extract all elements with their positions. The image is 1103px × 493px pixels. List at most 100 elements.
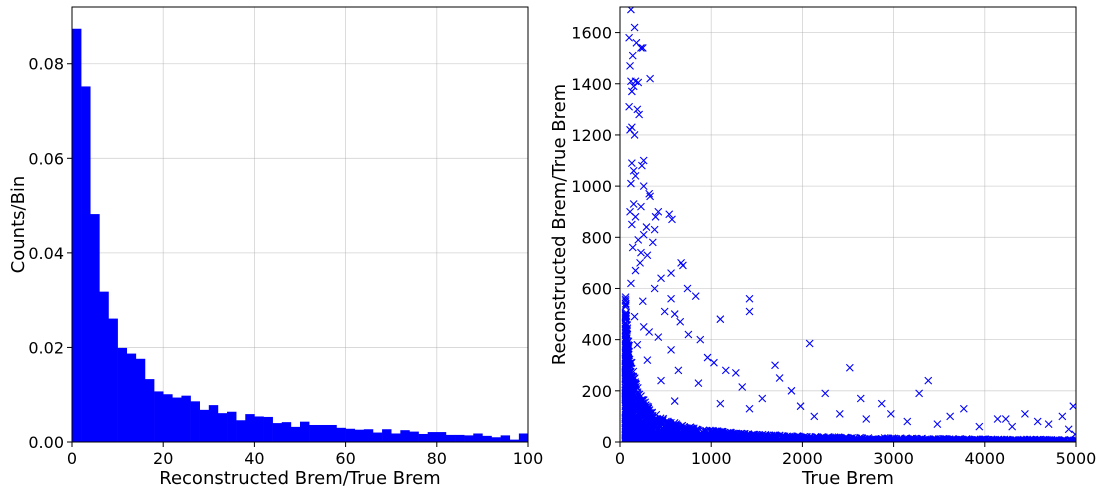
scatter-point-stroke xyxy=(633,105,642,114)
scatter-point-stroke xyxy=(625,33,634,42)
x-tick: 60 xyxy=(335,442,356,468)
scatter-point-stroke xyxy=(638,297,647,306)
scatter-point-stroke xyxy=(636,258,644,267)
scatter-point-stroke xyxy=(668,215,676,224)
x-tick-label: 40 xyxy=(244,449,264,468)
scatter-point xyxy=(626,61,634,70)
scatter-point-stroke xyxy=(651,212,660,221)
histogram-bar xyxy=(363,429,374,442)
scatter-point xyxy=(650,284,659,293)
y-tick-label: 0.04 xyxy=(28,244,64,263)
scatter-point-stroke xyxy=(805,339,814,348)
histogram-bar xyxy=(108,318,118,442)
y-tick: 0.06 xyxy=(28,149,72,168)
scatter-point xyxy=(667,345,675,354)
scatter-point xyxy=(915,389,924,398)
histogram-bar xyxy=(208,405,219,442)
scatter-point xyxy=(660,307,669,316)
histogram-bar xyxy=(482,435,492,442)
scatter-point xyxy=(845,363,854,372)
scatter-point-stroke xyxy=(631,212,640,221)
scatter-point-stroke xyxy=(694,379,703,388)
scatter-point xyxy=(643,251,652,260)
scatter-point xyxy=(637,161,646,170)
histogram-bar xyxy=(509,439,520,442)
histogram-bar xyxy=(245,414,255,442)
histogram-bar xyxy=(135,358,146,442)
scatter-point-stroke xyxy=(657,274,665,283)
histogram-bar xyxy=(290,426,301,442)
histogram-panel: 0 20 40 60 80 1000.000.020.040.060.08 Reconst… xyxy=(8,6,543,489)
scatter-point-stroke xyxy=(1033,417,1042,426)
histogram-bar xyxy=(263,416,273,442)
scatter-point xyxy=(637,44,645,52)
scatter-point xyxy=(657,274,665,283)
scatter-point-stroke xyxy=(626,207,634,216)
scatter-point-stroke xyxy=(758,394,767,403)
scatter-point-stroke xyxy=(650,225,659,234)
scatter-point xyxy=(629,82,638,91)
histogram-bar xyxy=(409,431,419,442)
scatter-point xyxy=(665,210,674,219)
histogram-bar xyxy=(518,433,529,442)
scatter-point xyxy=(775,374,784,382)
scatter-point-stroke xyxy=(845,363,854,372)
scatter-point-stroke xyxy=(886,409,895,418)
histogram-bar xyxy=(455,434,465,442)
scatter-point xyxy=(796,402,805,411)
scatter-point-stroke xyxy=(633,340,642,349)
scatter-point xyxy=(674,366,683,375)
scatter-point-stroke xyxy=(643,356,652,365)
scatter-point-stroke xyxy=(716,315,725,324)
scatter-point-stroke xyxy=(628,243,637,252)
scatter-point-stroke xyxy=(645,189,654,198)
histogram-bar xyxy=(427,432,438,442)
scatter-point-stroke xyxy=(1021,409,1029,418)
scatter-point xyxy=(679,261,687,270)
scatter-point xyxy=(683,284,692,293)
scatter-point-stroke xyxy=(639,322,648,331)
scatter-panel: 0 1000 2000 3000 4000 50000200400600800100012… xyxy=(549,6,1096,489)
scatter-point xyxy=(670,397,679,405)
scatter-point xyxy=(856,394,865,403)
scatter-point-stroke xyxy=(821,389,830,398)
scatter-point xyxy=(625,102,634,111)
scatter-point-stroke xyxy=(631,77,640,86)
y-tick-label: 0.00 xyxy=(28,433,64,452)
scatter-point xyxy=(1058,412,1067,421)
scatter-point-stroke xyxy=(631,171,640,180)
scatter-point xyxy=(627,159,636,167)
scatter-point-stroke xyxy=(627,279,635,288)
scatter-point-stroke xyxy=(946,412,955,421)
scatter-point xyxy=(1021,409,1029,418)
scatter-point-stroke xyxy=(835,409,844,418)
scatter-point xyxy=(629,166,638,175)
scatter-point-stroke xyxy=(903,417,912,426)
scatter-point xyxy=(657,376,665,385)
scatter-point-stroke xyxy=(716,399,725,408)
scatter-point xyxy=(1033,417,1042,426)
histogram-ticks: 0 20 40 60 80 1000.000.020.040.060.08 xyxy=(28,55,543,468)
histogram-bar xyxy=(72,28,82,442)
scatter-point-stroke xyxy=(924,376,933,385)
histogram-bar xyxy=(272,423,283,442)
histogram-bar xyxy=(491,437,501,442)
histogram-bar xyxy=(500,435,511,442)
histogram-bar xyxy=(309,424,319,442)
scatter-point-stroke xyxy=(1044,420,1053,428)
scatter-point-stroke xyxy=(862,415,871,423)
y-tick: 0.04 xyxy=(28,244,72,263)
scatter-point-stroke xyxy=(745,307,754,316)
scatter-point-stroke xyxy=(670,397,679,405)
y-tick: 0.02 xyxy=(28,338,72,357)
y-tick: 0.00 xyxy=(28,433,72,452)
scatter-point-stroke xyxy=(975,422,984,431)
scatter-point-stroke xyxy=(639,156,648,165)
scatter-point xyxy=(877,399,886,408)
scatter-point xyxy=(835,409,844,418)
scatter-point-stroke xyxy=(629,82,638,91)
y-tick: 0.08 xyxy=(28,55,72,74)
scatter-point-stroke xyxy=(1064,425,1073,434)
scatter-point xyxy=(886,409,895,418)
scatter-point xyxy=(629,200,638,208)
